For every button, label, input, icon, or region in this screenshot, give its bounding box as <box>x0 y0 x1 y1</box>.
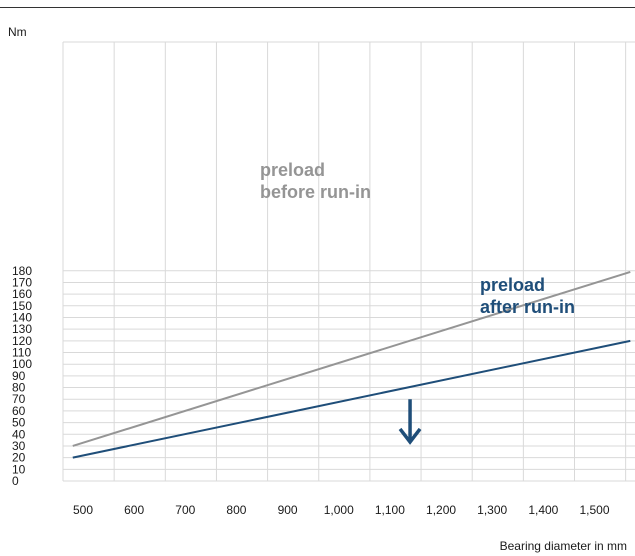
y-tick-label: 130 <box>12 322 32 336</box>
arrow-head <box>398 427 422 445</box>
y-tick-label: 40 <box>12 427 26 441</box>
y-tick-label: 180 <box>12 264 32 278</box>
y-tick-label: 120 <box>12 334 32 348</box>
y-tick-label: 70 <box>12 392 26 406</box>
x-tick-label: 600 <box>124 503 144 517</box>
series-line-0 <box>72 270 631 447</box>
x-tick-label: 1,300 <box>477 503 507 517</box>
x-tick-label: 800 <box>226 503 246 517</box>
y-tick-label: 30 <box>12 439 26 453</box>
x-tick-labels: 500 600 700 800 900 1,000 1,100 1,200 1,300 1,400… <box>73 503 610 517</box>
y-tick-label: 170 <box>12 275 32 289</box>
y-tick-label: 160 <box>12 287 32 301</box>
y-tick-label: 100 <box>12 357 32 371</box>
x-tick-label: 1,500 <box>579 503 609 517</box>
y-tick-label: 80 <box>12 381 26 395</box>
series-group <box>72 270 631 459</box>
series-line-1 <box>72 339 631 459</box>
arrow-group <box>398 399 422 445</box>
y-axis-label: Nm <box>8 25 27 39</box>
x-axis-label: Bearing diameter in mm <box>500 539 627 553</box>
annotation-0-line-0: preload <box>260 160 325 180</box>
annotation-1-line-0: preload <box>480 275 545 295</box>
grid <box>62 41 635 482</box>
y-tick-label: 110 <box>12 346 31 360</box>
x-tick-label: 1,200 <box>426 503 456 517</box>
x-tick-label: 1,000 <box>324 503 354 517</box>
y-tick-label: 20 <box>12 451 26 465</box>
x-tick-label: 900 <box>278 503 298 517</box>
y-tick-label: 50 <box>12 416 26 430</box>
annotation-1-line-1: after run-in <box>480 297 575 317</box>
x-tick-label: 1,400 <box>528 503 558 517</box>
annotation-0-line-1: before run-in <box>260 182 371 202</box>
x-tick-label: 700 <box>175 503 195 517</box>
x-tick-label: 500 <box>73 503 93 517</box>
y-tick-label: 150 <box>12 299 32 313</box>
y-tick-label: 0 <box>12 474 19 488</box>
y-tick-label: 60 <box>12 404 26 418</box>
y-tick-labels: 0102030405060708090100110120130140150160… <box>12 264 32 488</box>
y-tick-label: 10 <box>12 462 26 476</box>
x-tick-label: 1,100 <box>375 503 405 517</box>
y-tick-label: 140 <box>12 310 32 324</box>
y-tick-label: 90 <box>12 369 26 383</box>
